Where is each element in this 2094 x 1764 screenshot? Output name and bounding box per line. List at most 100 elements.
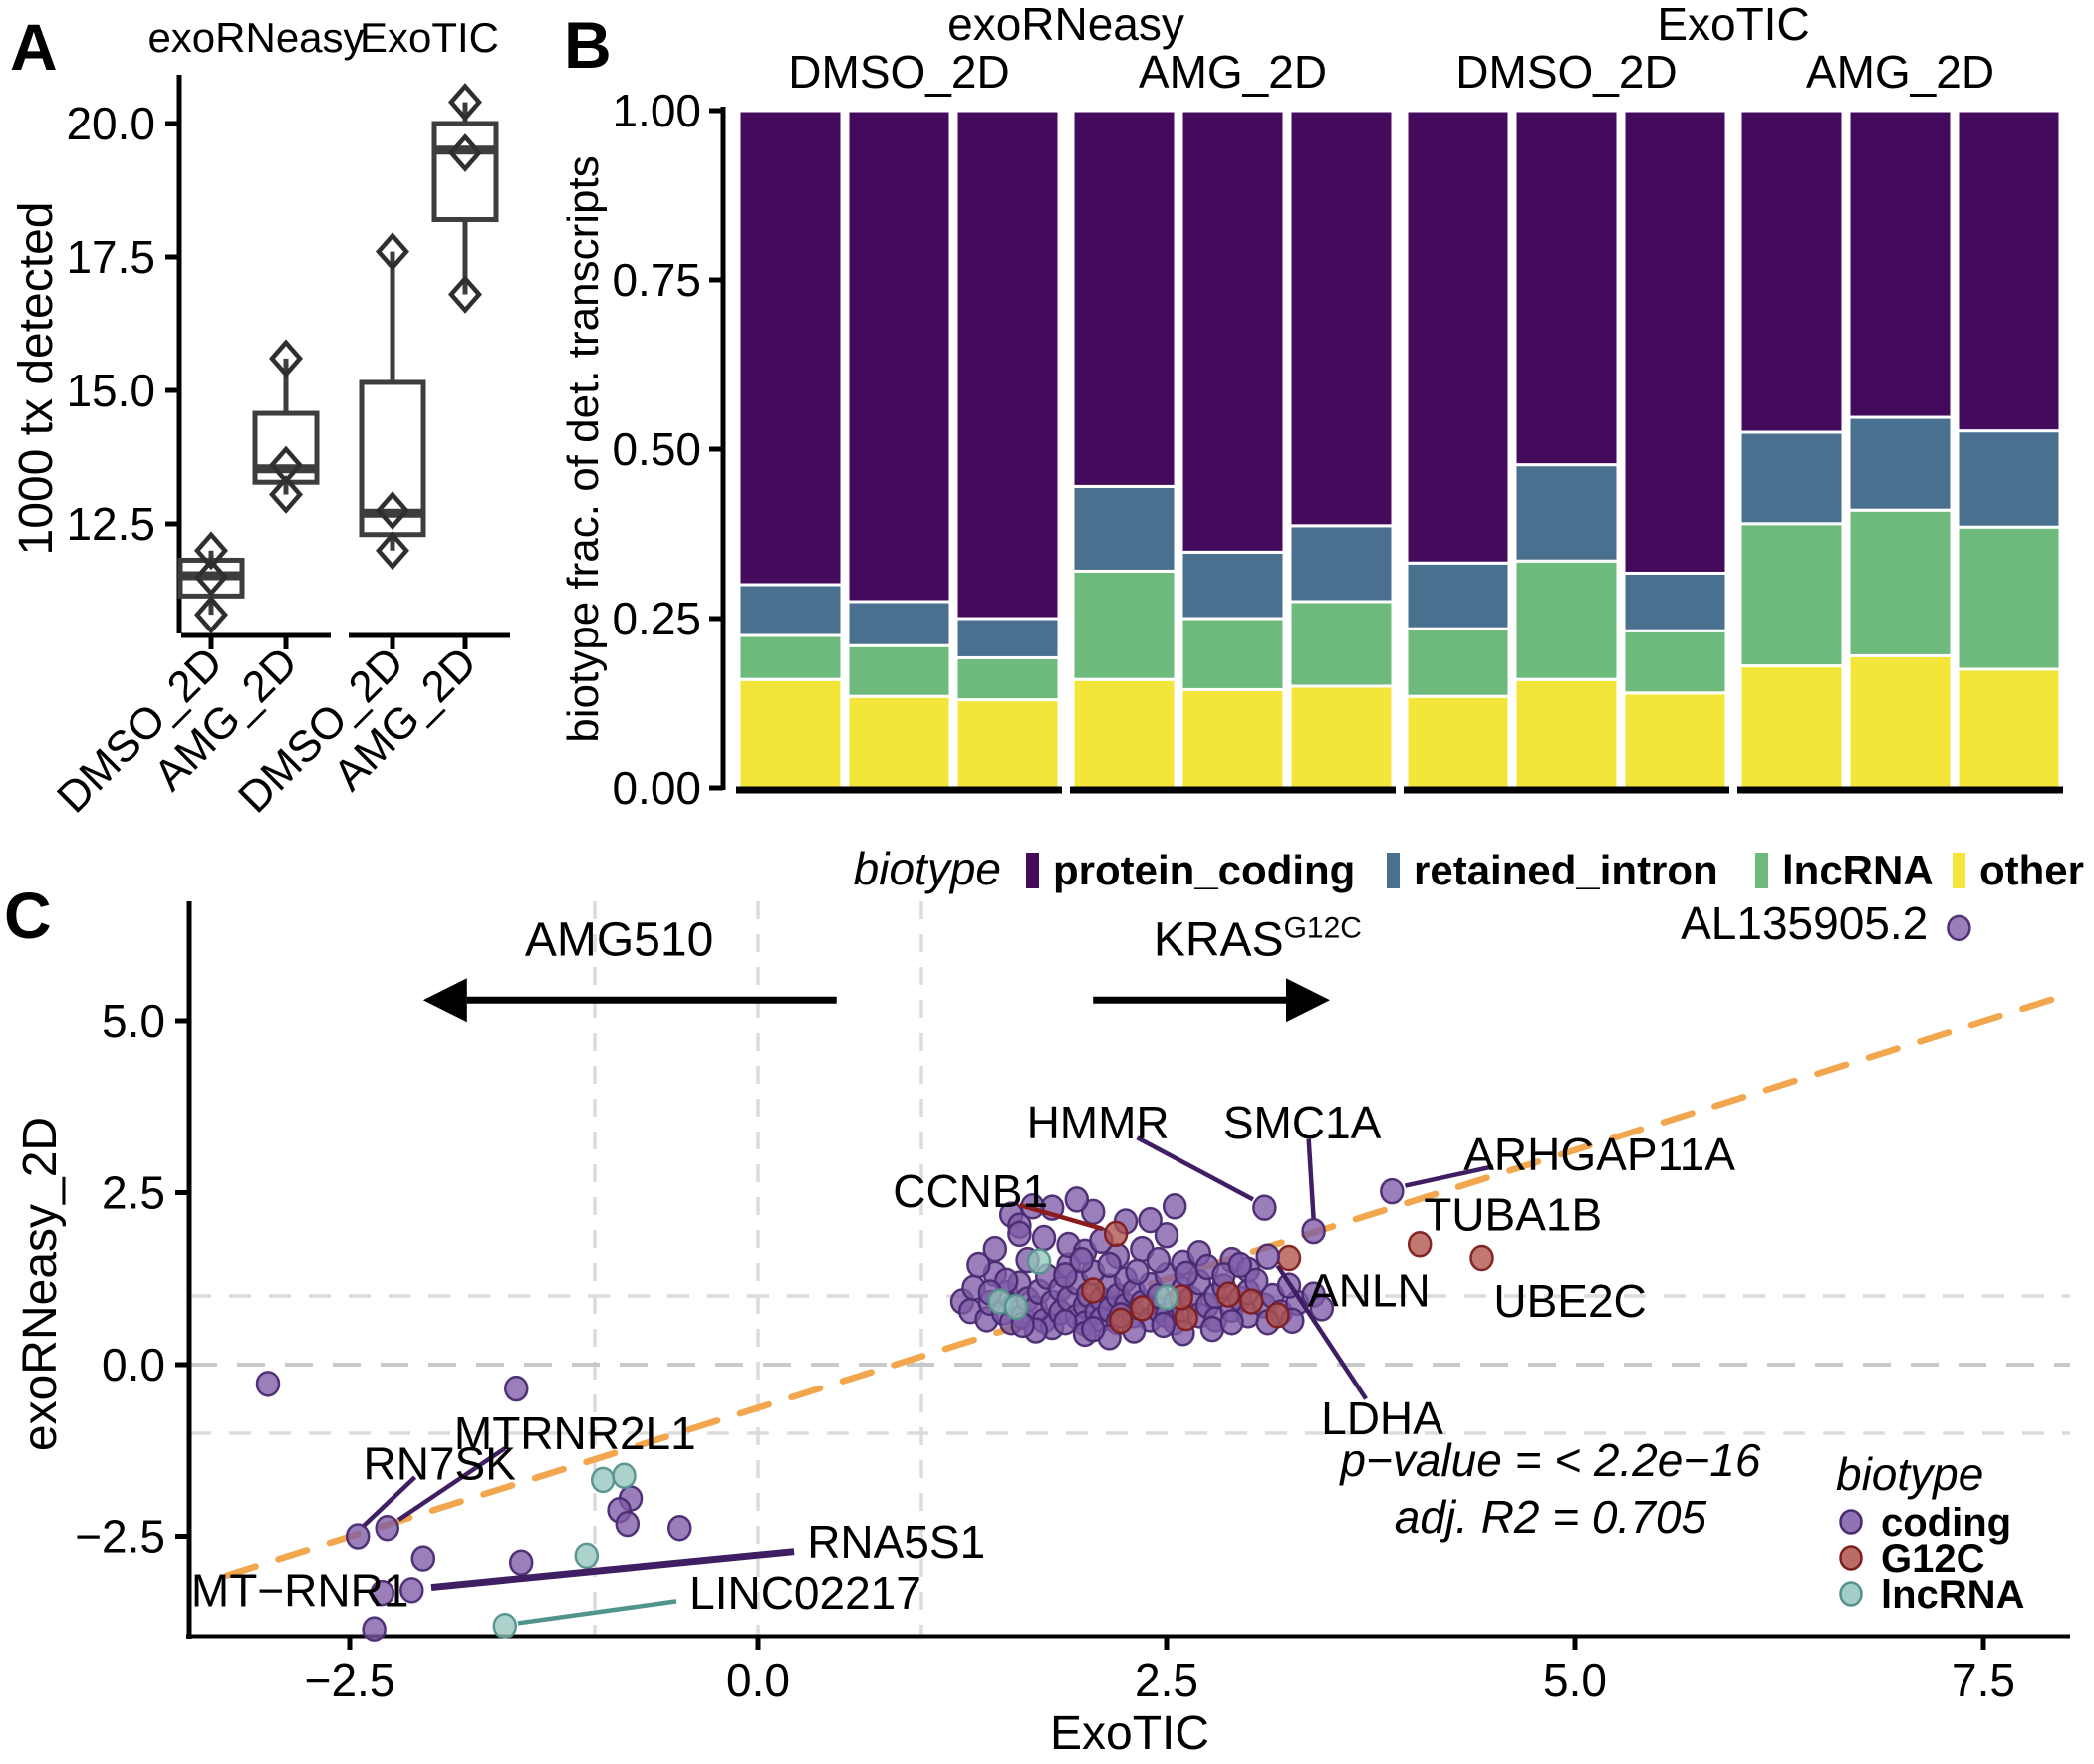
bar-segment-other xyxy=(1513,677,1620,790)
bar-segment-other xyxy=(737,677,844,790)
labeled-scatter-point xyxy=(345,1523,371,1550)
labeled-scatter-point xyxy=(1252,1194,1277,1221)
panel-b-condition-header: DMSO_2D xyxy=(788,46,1009,98)
scatter-point-G12C xyxy=(1239,1288,1264,1315)
bar-segment-retained_intron xyxy=(1847,415,1954,512)
bar-segment-lncRNA xyxy=(1956,525,2062,671)
panel-c-legend-label: lncRNA xyxy=(1881,1573,2024,1617)
boxplot-diamond-point xyxy=(448,133,482,172)
bar-segment-other xyxy=(1071,677,1178,790)
labeled-scatter-point xyxy=(399,1577,424,1604)
gene-label: AL135905.2 xyxy=(1681,897,1928,949)
panel-b-condition-header: AMG_2D xyxy=(1806,46,1994,98)
bar-segment-lncRNA xyxy=(1288,600,1395,688)
gene-callout-line xyxy=(1275,1264,1368,1400)
panel-c-y-tick-label: 0.0 xyxy=(102,1339,165,1390)
labeled-scatter-point xyxy=(1469,1244,1494,1272)
panel-b-label: B xyxy=(564,8,612,82)
scatter-point-coding xyxy=(504,1375,529,1402)
panel-a-y-tick-label: 12.5 xyxy=(66,498,155,550)
gene-label: LINC02217 xyxy=(689,1567,921,1619)
bar-segment-retained_intron xyxy=(1288,524,1395,604)
gene-callout-line xyxy=(396,1446,507,1522)
panel-c-x-tick-label: 7.5 xyxy=(1952,1654,2015,1706)
labeled-scatter-point xyxy=(375,1514,399,1542)
scatter-point-coding xyxy=(966,1251,991,1279)
panel-a-label: A xyxy=(10,10,58,84)
scatter-point-coding xyxy=(1097,1251,1122,1279)
r2-annotation: adj. R2 = 0.705 xyxy=(1395,1491,1707,1543)
scatter-point-coding xyxy=(1031,1224,1057,1252)
panel-c-legend-swatch-lncRNA xyxy=(1839,1581,1863,1607)
panel-b-legend-title: biotype xyxy=(854,843,1001,894)
panel-b-condition-header: AMG_2D xyxy=(1139,46,1327,98)
direction-arrow-label: AMG510 xyxy=(525,913,713,966)
gene-label: MTRNR2L1 xyxy=(454,1407,696,1459)
panel-b-y-tick-label: 0.25 xyxy=(612,593,701,644)
bar-segment-lncRNA xyxy=(1622,629,1728,695)
panel-b-method-header: exoRNeasy xyxy=(947,0,1184,50)
bar-segment-protein_coding xyxy=(1956,109,2062,433)
boxplot-diamond-point xyxy=(448,83,482,122)
bar-segment-retained_intron xyxy=(1179,550,1286,621)
panel-c-legend-title: biotype xyxy=(1836,1448,1983,1500)
bar-segment-other xyxy=(846,694,952,790)
scatter-point-lncRNA xyxy=(574,1542,600,1570)
bar-segment-protein_coding xyxy=(1405,109,1511,565)
gene-label: UBE2C xyxy=(1493,1275,1646,1327)
panel-c-x-tick-label: 0.0 xyxy=(726,1654,790,1706)
direction-arrow-label: KRASG12C xyxy=(1154,911,1362,966)
panel-a-boxplot-chart: 12.5 15.0 17.5 20.0 1000 tx detected exoRNeas… xyxy=(10,14,510,822)
scatter-point-coding xyxy=(982,1235,1008,1263)
labeled-scatter-point xyxy=(1407,1231,1433,1258)
labeled-scatter-point xyxy=(1380,1177,1405,1205)
gene-callout-line xyxy=(1018,1202,1104,1232)
panel-b-y-tick-label: 0.75 xyxy=(612,254,701,306)
p-value-annotation: p−value = < 2.2e−16 xyxy=(1338,1434,1760,1486)
labeled-scatter-point xyxy=(1255,1243,1280,1270)
panel-c-x-tick-label: −2.5 xyxy=(305,1654,395,1706)
panel-b-y-tick-label: 0.00 xyxy=(612,762,701,814)
scatter-point-coding xyxy=(1174,1260,1198,1288)
bar-segment-other xyxy=(954,698,1061,790)
bar-segment-protein_coding xyxy=(1179,109,1286,554)
legend-swatch-lncRNA xyxy=(1755,853,1768,888)
bar-segment-protein_coding xyxy=(1847,109,1954,419)
panel-c-y-axis-title: exoRNeasy_2D xyxy=(14,1117,67,1451)
panel-b-legend-label: retained_intron xyxy=(1414,847,1718,893)
scatter-point-coding xyxy=(1064,1186,1090,1213)
panel-b-y-axis-title: biotype frac. of det. transcripts xyxy=(559,155,608,742)
panel-c-label: C xyxy=(4,879,52,952)
gene-label: ANLN xyxy=(1308,1264,1431,1316)
labeled-scatter-point xyxy=(1276,1244,1302,1272)
scatter-point-coding xyxy=(1053,1308,1078,1336)
direction-arrow-head xyxy=(1286,978,1330,1023)
regression-trend-line xyxy=(223,994,2061,1579)
bar-segment-retained_intron xyxy=(1513,463,1620,563)
boxplot-diamond-point xyxy=(194,595,228,634)
scatter-point-lncRNA xyxy=(612,1462,637,1490)
bar-segment-lncRNA xyxy=(1405,627,1511,698)
boxplot-diamond-point xyxy=(376,531,409,571)
scatter-point-coding xyxy=(1154,1222,1179,1249)
panel-a-strip-label: ExoTIC xyxy=(360,14,499,61)
bar-segment-retained_intron xyxy=(954,617,1061,659)
gene-callout-line xyxy=(1404,1164,1494,1188)
gene-label: RN7SK xyxy=(364,1437,517,1489)
boxplot-diamond-point xyxy=(194,558,228,598)
panel-a-y-tick-label: 17.5 xyxy=(66,231,155,283)
panel-c-legend-label: coding xyxy=(1881,1501,2011,1545)
scatter-point-coding xyxy=(1309,1295,1335,1322)
bar-segment-retained_intron xyxy=(1738,430,1845,526)
scatter-point-coding xyxy=(1007,1220,1032,1248)
panel-a-y-tick-label: 15.0 xyxy=(66,365,155,416)
labeled-scatter-point xyxy=(1947,914,1971,942)
gene-callout-line xyxy=(517,1599,677,1626)
bar-segment-lncRNA xyxy=(954,655,1061,702)
gene-callout-line xyxy=(1306,1138,1316,1219)
scatter-point-coding xyxy=(1151,1311,1176,1339)
labeled-scatter-point xyxy=(370,1579,395,1607)
scatter-point-G12C xyxy=(1108,1307,1134,1335)
panel-a-y-tick-label: 20.0 xyxy=(66,98,155,149)
